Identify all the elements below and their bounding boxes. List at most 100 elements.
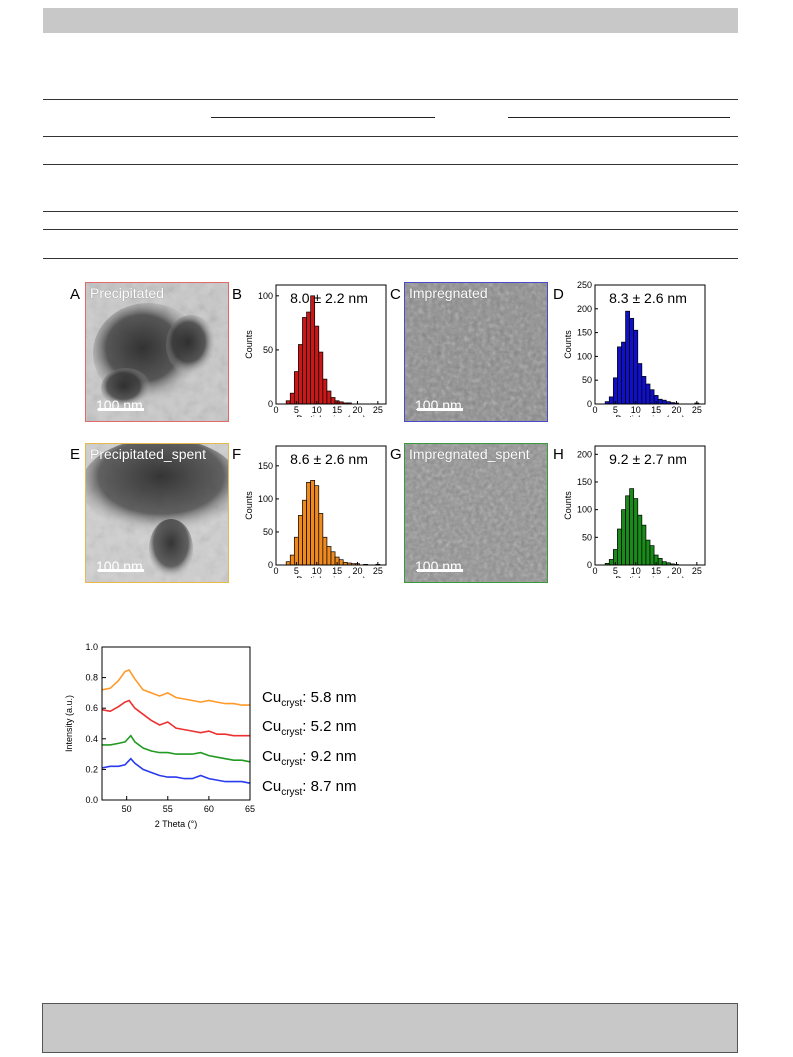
y-axis-label: Counts: [244, 330, 254, 359]
header-bar: [43, 8, 738, 33]
x-tick-label: 55: [163, 804, 173, 814]
tem-image-precipitated: Precipitated 100 nm: [85, 282, 229, 422]
histogram-bar: [617, 528, 622, 566]
y-tick-label: 200: [577, 449, 592, 459]
histogram-annotation: 8.6 ± 2.6 nm: [290, 451, 368, 467]
xrd-series-line: [101, 699, 250, 737]
xrd-label-blue: Cucryst: 8.7 nm: [262, 778, 357, 798]
tem-label: Impregnated_spent: [409, 446, 530, 462]
histogram-bar: [302, 499, 307, 566]
y-tick-label: 1.0: [85, 642, 98, 652]
histogram-bar: [326, 546, 332, 566]
panel-letter-b: B: [232, 286, 243, 303]
x-tick-label: 0: [592, 405, 597, 415]
x-axis-label: Particle size (nm): [296, 414, 366, 417]
histogram-bar: [637, 514, 643, 566]
xrd-series-line: [102, 734, 251, 763]
histogram-bar: [322, 536, 328, 566]
table-rule-3: [43, 164, 738, 165]
y-tick-label: 0.0: [85, 795, 98, 805]
x-tick-label: 15: [651, 405, 661, 415]
y-tick-label: 100: [258, 291, 273, 301]
plot-frame: [275, 445, 387, 566]
tem-label: Precipitated_spent: [90, 446, 206, 462]
histogram-f: 0 5 10 15 20 25 0 50 100 150 Particle size (nm) Cou…: [244, 445, 387, 578]
table-rule-top: [43, 99, 738, 100]
plot-frame: [594, 284, 706, 405]
y-tick-label: 200: [577, 304, 592, 314]
x-tick-label: 20: [671, 566, 681, 576]
y-axis-label: Intensity (a.u.): [64, 695, 74, 752]
histogram-bar: [625, 495, 630, 566]
x-tick-label: 10: [631, 566, 641, 576]
y-tick-label: 0: [268, 399, 273, 409]
y-axis-label: Counts: [244, 491, 254, 520]
tem-texture: [405, 283, 547, 421]
histogram-bar: [617, 346, 622, 405]
x-tick-label: 25: [692, 566, 702, 576]
histogram-bar: [318, 351, 324, 405]
y-tick-label: 50: [582, 532, 592, 542]
x-tick-label: 20: [352, 405, 362, 415]
table-rule-bottom: [43, 258, 738, 259]
histogram-bar: [608, 559, 614, 566]
y-tick-label: 50: [263, 345, 273, 355]
histogram-bar: [633, 329, 639, 405]
histogram-bar: [338, 559, 344, 566]
y-tick-label: 0.6: [85, 703, 98, 713]
histogram-annotation: 8.0 ± 2.2 nm: [290, 290, 368, 306]
x-tick-label: 25: [373, 405, 383, 415]
histogram-bar: [306, 482, 311, 566]
x-tick-label: 15: [651, 566, 661, 576]
histogram-bar: [314, 485, 320, 566]
xrd-label-red: Cucryst: 5.2 nm: [262, 718, 357, 738]
histogram-bar: [641, 376, 647, 405]
panel-letter-g: G: [390, 446, 402, 463]
histogram-bar: [306, 311, 311, 405]
panel-letter-e: E: [70, 446, 81, 463]
tem-image-precipitated-spent: Precipitated_spent 100 nm: [85, 443, 229, 583]
panel-letter-f: F: [232, 446, 242, 463]
table-rule-2: [43, 136, 738, 137]
histogram-bar: [608, 396, 614, 405]
x-tick-label: 50: [122, 804, 132, 814]
y-tick-label: 0: [268, 560, 273, 570]
tem-texture: [405, 444, 547, 582]
xrd-chart: 50 55 60 65 0.0 0.2 0.4 0.6 0.8 1.0 2 Theta (°) Int…: [64, 642, 255, 829]
x-tick-label: 15: [332, 566, 342, 576]
histogram-bar: [625, 310, 630, 405]
x-tick-label: 60: [204, 804, 214, 814]
histogram-bar: [649, 389, 655, 405]
histogram-bar: [633, 498, 639, 566]
tem-image-impregnated: Impregnated 100 nm: [404, 282, 548, 422]
table-rule-5: [43, 229, 738, 230]
histogram-bar: [314, 325, 320, 405]
x-tick-label: 5: [294, 566, 299, 576]
table-subrule-right: [508, 117, 730, 118]
y-tick-label: 100: [258, 494, 273, 504]
panel-letter-h: H: [553, 446, 564, 463]
histogram-bar: [302, 317, 307, 405]
plot-frame: [275, 284, 387, 405]
x-tick-label: 25: [692, 405, 702, 415]
xrd-label-green: Cucryst: 9.2 nm: [262, 748, 357, 768]
y-tick-label: 250: [577, 281, 592, 290]
footer-bar: [42, 1003, 738, 1053]
y-tick-label: 50: [263, 527, 273, 537]
x-tick-label: 15: [332, 405, 342, 415]
scale-bar: [98, 569, 144, 572]
histogram-bar: [661, 399, 667, 405]
histogram-bar: [293, 371, 299, 405]
histogram-bar: [289, 392, 295, 405]
x-tick-label: 65: [245, 804, 255, 814]
histogram-bar: [293, 536, 299, 566]
histogram-annotation: 8.3 ± 2.6 nm: [609, 290, 687, 306]
histogram-bar: [649, 545, 655, 566]
y-tick-label: 150: [258, 461, 273, 471]
tem-label: Precipitated: [90, 285, 164, 301]
histogram-h: 0 5 10 15 20 25 0 50 100 150 200 Particle size (nm)…: [563, 445, 706, 578]
histogram-bar: [310, 480, 316, 566]
x-tick-label: 5: [294, 405, 299, 415]
y-axis-label: Counts: [563, 330, 573, 359]
y-tick-label: 150: [577, 328, 592, 338]
